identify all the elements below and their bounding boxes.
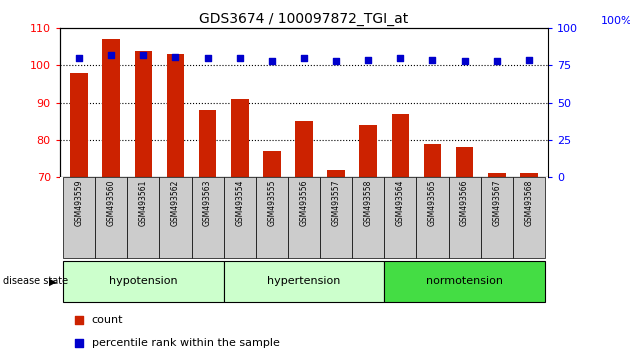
Text: GSM493557: GSM493557 bbox=[331, 179, 341, 226]
Bar bbox=[127, 177, 159, 258]
Text: percentile rank within the sample: percentile rank within the sample bbox=[91, 338, 280, 348]
Point bbox=[331, 58, 341, 64]
Text: normotension: normotension bbox=[426, 276, 503, 286]
Bar bbox=[103, 39, 120, 177]
Point bbox=[139, 52, 149, 58]
Point bbox=[459, 58, 469, 64]
Bar bbox=[224, 261, 384, 302]
Bar bbox=[449, 177, 481, 258]
Bar bbox=[167, 54, 185, 177]
Bar bbox=[63, 261, 224, 302]
Text: GSM493559: GSM493559 bbox=[74, 179, 84, 226]
Point bbox=[74, 55, 84, 61]
Bar bbox=[327, 170, 345, 177]
Text: GSM493555: GSM493555 bbox=[267, 179, 277, 226]
Bar bbox=[256, 177, 288, 258]
Title: GDS3674 / 100097872_TGI_at: GDS3674 / 100097872_TGI_at bbox=[199, 12, 409, 26]
Text: GSM493561: GSM493561 bbox=[139, 179, 148, 226]
Text: GSM493563: GSM493563 bbox=[203, 179, 212, 226]
Point bbox=[203, 55, 213, 61]
Bar bbox=[384, 261, 545, 302]
Bar bbox=[159, 177, 192, 258]
Bar bbox=[135, 51, 152, 177]
Point bbox=[427, 57, 437, 62]
Point bbox=[106, 52, 117, 58]
Point bbox=[476, 48, 486, 54]
Bar bbox=[192, 177, 224, 258]
Text: GSM493556: GSM493556 bbox=[299, 179, 309, 226]
Bar bbox=[481, 177, 513, 258]
Text: disease state: disease state bbox=[3, 276, 68, 286]
Point bbox=[267, 58, 277, 64]
Text: GSM493566: GSM493566 bbox=[460, 179, 469, 226]
Text: GSM493562: GSM493562 bbox=[171, 179, 180, 226]
Text: GSM493564: GSM493564 bbox=[396, 179, 405, 226]
Bar bbox=[231, 99, 249, 177]
Bar bbox=[416, 177, 449, 258]
Text: 100%: 100% bbox=[601, 16, 630, 25]
Text: ▶: ▶ bbox=[49, 276, 57, 286]
Bar bbox=[63, 177, 95, 258]
Text: GSM493560: GSM493560 bbox=[106, 179, 116, 226]
Bar bbox=[263, 151, 281, 177]
Point bbox=[476, 257, 486, 263]
Bar bbox=[71, 73, 88, 177]
Bar bbox=[384, 177, 416, 258]
Text: hypotension: hypotension bbox=[109, 276, 178, 286]
Point bbox=[235, 55, 245, 61]
Bar bbox=[423, 143, 441, 177]
Bar bbox=[295, 121, 313, 177]
Text: GSM493558: GSM493558 bbox=[364, 179, 373, 226]
Point bbox=[171, 54, 181, 59]
Text: GSM493554: GSM493554 bbox=[235, 179, 244, 226]
Point bbox=[491, 58, 501, 64]
Bar bbox=[391, 114, 409, 177]
Point bbox=[395, 55, 405, 61]
Bar bbox=[199, 110, 217, 177]
Bar bbox=[95, 177, 127, 258]
Bar bbox=[455, 147, 473, 177]
Bar bbox=[224, 177, 256, 258]
Bar bbox=[513, 177, 545, 258]
Text: GSM493568: GSM493568 bbox=[524, 179, 534, 226]
Text: GSM493565: GSM493565 bbox=[428, 179, 437, 226]
Bar bbox=[359, 125, 377, 177]
Bar bbox=[520, 173, 537, 177]
Point bbox=[363, 57, 373, 62]
Point bbox=[524, 57, 534, 62]
Bar bbox=[352, 177, 384, 258]
Text: GSM493567: GSM493567 bbox=[492, 179, 501, 226]
Bar bbox=[488, 173, 505, 177]
Bar bbox=[288, 177, 320, 258]
Point bbox=[299, 55, 309, 61]
Text: count: count bbox=[91, 315, 123, 325]
Text: hypertension: hypertension bbox=[267, 276, 341, 286]
Bar bbox=[320, 177, 352, 258]
